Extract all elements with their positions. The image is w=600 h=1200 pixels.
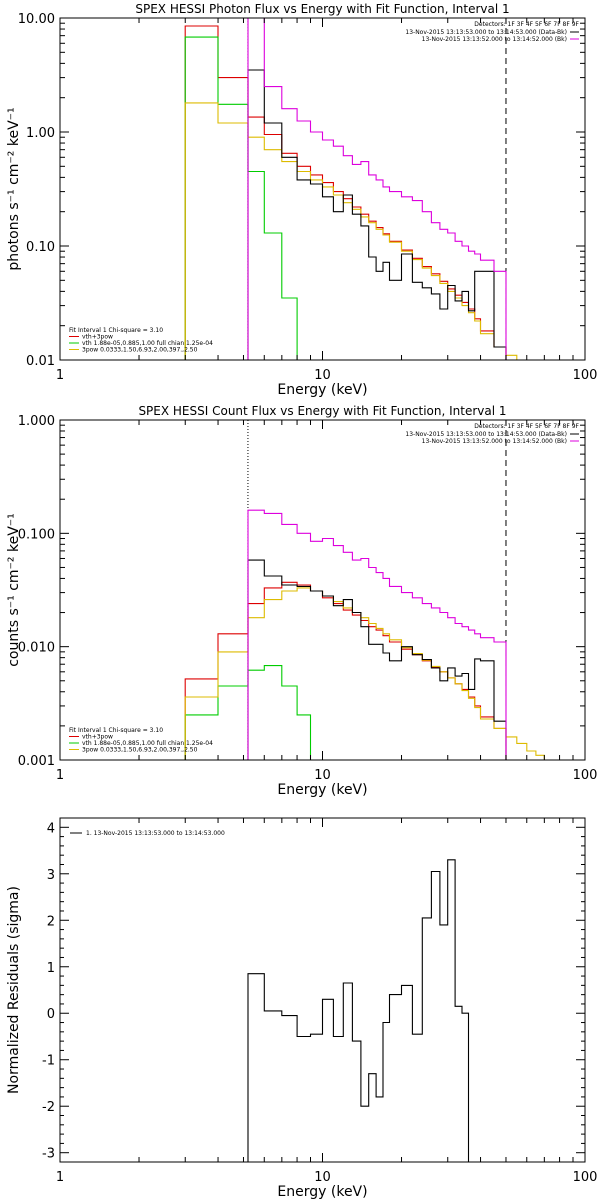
series-vth: [184, 36, 298, 360]
legend-bottom-entry: Fit Interval 1 Chi-square = 3.10: [69, 327, 163, 334]
detectors-label: Detectors: 1F 3F 4F 5F 6F 7F 8F 9F: [474, 423, 579, 430]
legend-bottom-entry: 3pow 0.0333,1.50,6.93,2.00,397.,2.50: [82, 747, 198, 754]
legend-bottom-entry: vth+3pow: [82, 334, 113, 341]
legend-bottom-entry: 3pow 0.0333,1.50,6.93,2.00,397.,2.50: [82, 347, 198, 354]
series-bk: [247, 509, 507, 760]
y-axis: 0.01 0.10 1.00 10.00 photons s⁻¹ cm⁻² keV⁻¹: [6, 12, 585, 369]
x-axis: 1 10 100 Energy (keV): [56, 818, 598, 1200]
y-tick-label: 1.00: [26, 126, 55, 141]
x-tick-label: 1: [56, 768, 64, 783]
y-tick-label: 2: [47, 914, 55, 929]
legend-bottom-entry: vth 1.88e-05,0.885,1.00 full chian 1.25e…: [82, 740, 213, 747]
x-tick-label: 10: [314, 1170, 331, 1185]
chart-title: SPEX HESSI Count Flux vs Energy with Fit…: [138, 404, 506, 418]
series-data-bk: [247, 559, 507, 760]
chart-panel-3: 1 10 100 Energy (keV) -3 -2 -1 0 1 2 3 4 Normalized …: [6, 817, 598, 1200]
x-tick-label: 100: [573, 768, 598, 783]
series-group: [184, 18, 518, 360]
series-3pow: [184, 102, 518, 360]
legend-bottom-entry: vth 1.88e-05,0.885,1.00 full chian 1.25e…: [82, 340, 213, 347]
y-tick-label: 1: [47, 961, 55, 976]
y-tick-label: 1.000: [18, 414, 55, 429]
chart-title: SPEX HESSI Photon Flux vs Energy with Fi…: [135, 2, 509, 16]
x-tick-label: 1: [56, 368, 64, 383]
legend-top-entry: 13-Nov-2015 13:13:52.000 to 13:14:52.000…: [422, 438, 567, 445]
y-tick-label: 10.00: [18, 12, 55, 27]
x-tick-label: 10: [314, 768, 331, 783]
x-tick-label: 1: [56, 1170, 64, 1185]
legend-top-entry: 1. 13-Nov-2015 13:13:53.000 to 13:14:53.…: [86, 830, 225, 837]
y-tick-label: -1: [42, 1054, 55, 1069]
y-tick-label: 0: [47, 1007, 55, 1022]
x-axis-label: Energy (keV): [277, 1184, 367, 1200]
series-group: [247, 859, 507, 1162]
y-axis: -3 -2 -1 0 1 2 3 4 Normalized Residuals (sigma): [6, 817, 585, 1163]
series-0: [247, 859, 507, 1162]
x-axis-label: Energy (keV): [277, 782, 367, 798]
series-data-bk: [247, 69, 507, 360]
x-tick-label: 100: [573, 1170, 598, 1185]
y-tick-label: -2: [42, 1100, 55, 1115]
detectors-label: Detectors: 1F 3F 4F 5F 6F 7F 8F 9F: [474, 21, 579, 28]
series-3pow: [184, 587, 561, 760]
legend-bottom-entry: Fit Interval 1 Chi-square = 3.10: [69, 727, 163, 734]
series-group: [184, 509, 561, 760]
y-axis-label: counts s⁻¹ cm⁻² keV⁻¹: [6, 513, 22, 667]
legend-top-entry: 13-Nov-2015 13:13:53.000 to 13:14:53.000…: [405, 431, 567, 438]
y-tick-label: 0.010: [18, 641, 55, 656]
x-tick-label: 100: [573, 368, 598, 383]
y-tick-label: 0.01: [26, 354, 55, 369]
x-axis: 1 10 100 Energy (keV): [56, 18, 598, 398]
y-tick-label: 0.001: [18, 754, 55, 769]
y-axis: 0.001 0.010 0.100 1.000 counts s⁻¹ cm⁻² keV⁻…: [6, 414, 585, 769]
x-axis: 1 10 100 Energy (keV): [56, 420, 598, 798]
series-bk: [247, 18, 507, 360]
y-tick-label: 0.10: [26, 240, 55, 255]
y-tick-label: 3: [47, 868, 55, 883]
y-tick-label: 0.100: [18, 527, 55, 542]
legend-top-entry: 13-Nov-2015 13:13:53.000 to 13:14:53.000…: [405, 29, 567, 36]
y-axis-label: Normalized Residuals (sigma): [6, 886, 22, 1094]
y-tick-label: -3: [42, 1147, 55, 1162]
legend-bottom-entry: vth+3pow: [82, 734, 113, 741]
chart-panel-1: SPEX HESSI Photon Flux vs Energy with Fi…: [6, 2, 597, 398]
y-tick-label: 4: [47, 821, 55, 836]
x-tick-label: 10: [314, 368, 331, 383]
chart-panel-2: SPEX HESSI Count Flux vs Energy with Fit…: [6, 404, 597, 798]
series-vth: [184, 665, 312, 760]
legend-top-entry: 13-Nov-2015 13:13:52.000 to 13:14:52.000…: [422, 36, 567, 43]
x-axis-label: Energy (keV): [277, 382, 367, 398]
y-axis-label: photons s⁻¹ cm⁻² keV⁻¹: [6, 107, 22, 270]
